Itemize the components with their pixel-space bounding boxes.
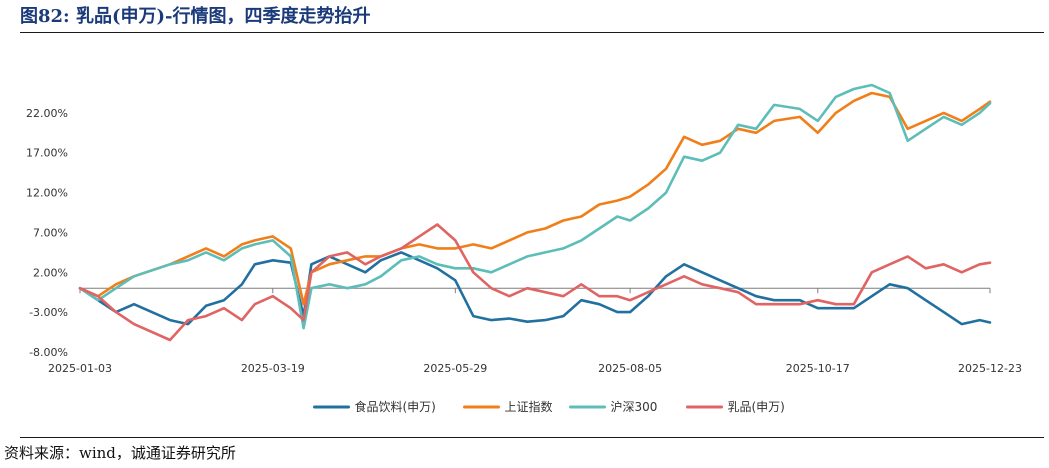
y-tick-label: -8.00% [29, 346, 68, 359]
legend-item: 上证指数 [463, 399, 553, 414]
y-tick-label: 22.00% [26, 107, 68, 120]
y-tick-label: 17.00% [26, 147, 68, 160]
y-axis-ticks: 22.00% 17.00% 12.00% 7.00% 2.00% -3.00% -8.00% [26, 107, 68, 359]
legend-label: 乳品(申万) [728, 400, 785, 414]
figure-title: 图82: 乳品(申万)-行情图，四季度走势抬升 [20, 6, 371, 27]
legend: 食品饮料(申万) 上证指数 沪深300 乳品(申万) [313, 399, 785, 414]
series-line-3 [78, 223, 992, 342]
x-tick-label: 2025-10-17 [786, 362, 850, 375]
x-tick-label: 2025-08-05 [598, 362, 662, 375]
series-line-1 [78, 91, 992, 306]
title-rule [20, 32, 1044, 33]
source-note: 资料来源：wind，诚通证券研究所 [4, 444, 236, 462]
x-tick-label: 2025-01-03 [48, 362, 112, 375]
legend-label: 食品饮料(申万) [355, 399, 436, 414]
series-line-2 [78, 83, 992, 330]
legend-label: 上证指数 [505, 399, 553, 414]
series-line-0 [78, 251, 992, 326]
x-axis-ticks: 2025-01-03 2025-03-19 2025-05-29 2025-08-05… [48, 288, 1022, 375]
y-tick-label: 7.00% [33, 226, 68, 239]
x-tick-label: 2025-03-19 [241, 362, 305, 375]
legend-item: 食品饮料(申万) [313, 399, 436, 414]
x-tick-label: 2025-12-23 [958, 362, 1022, 375]
y-tick-label: 2.00% [33, 266, 68, 279]
y-tick-label: -3.00% [29, 306, 68, 319]
y-tick-label: 12.00% [26, 187, 68, 200]
series-lines [78, 83, 992, 342]
legend-item: 乳品(申万) [686, 400, 785, 414]
legend-label: 沪深300 [611, 400, 658, 414]
footer-rule [20, 437, 1044, 438]
x-tick-label: 2025-05-29 [423, 362, 487, 375]
legend-item: 沪深300 [569, 400, 658, 414]
